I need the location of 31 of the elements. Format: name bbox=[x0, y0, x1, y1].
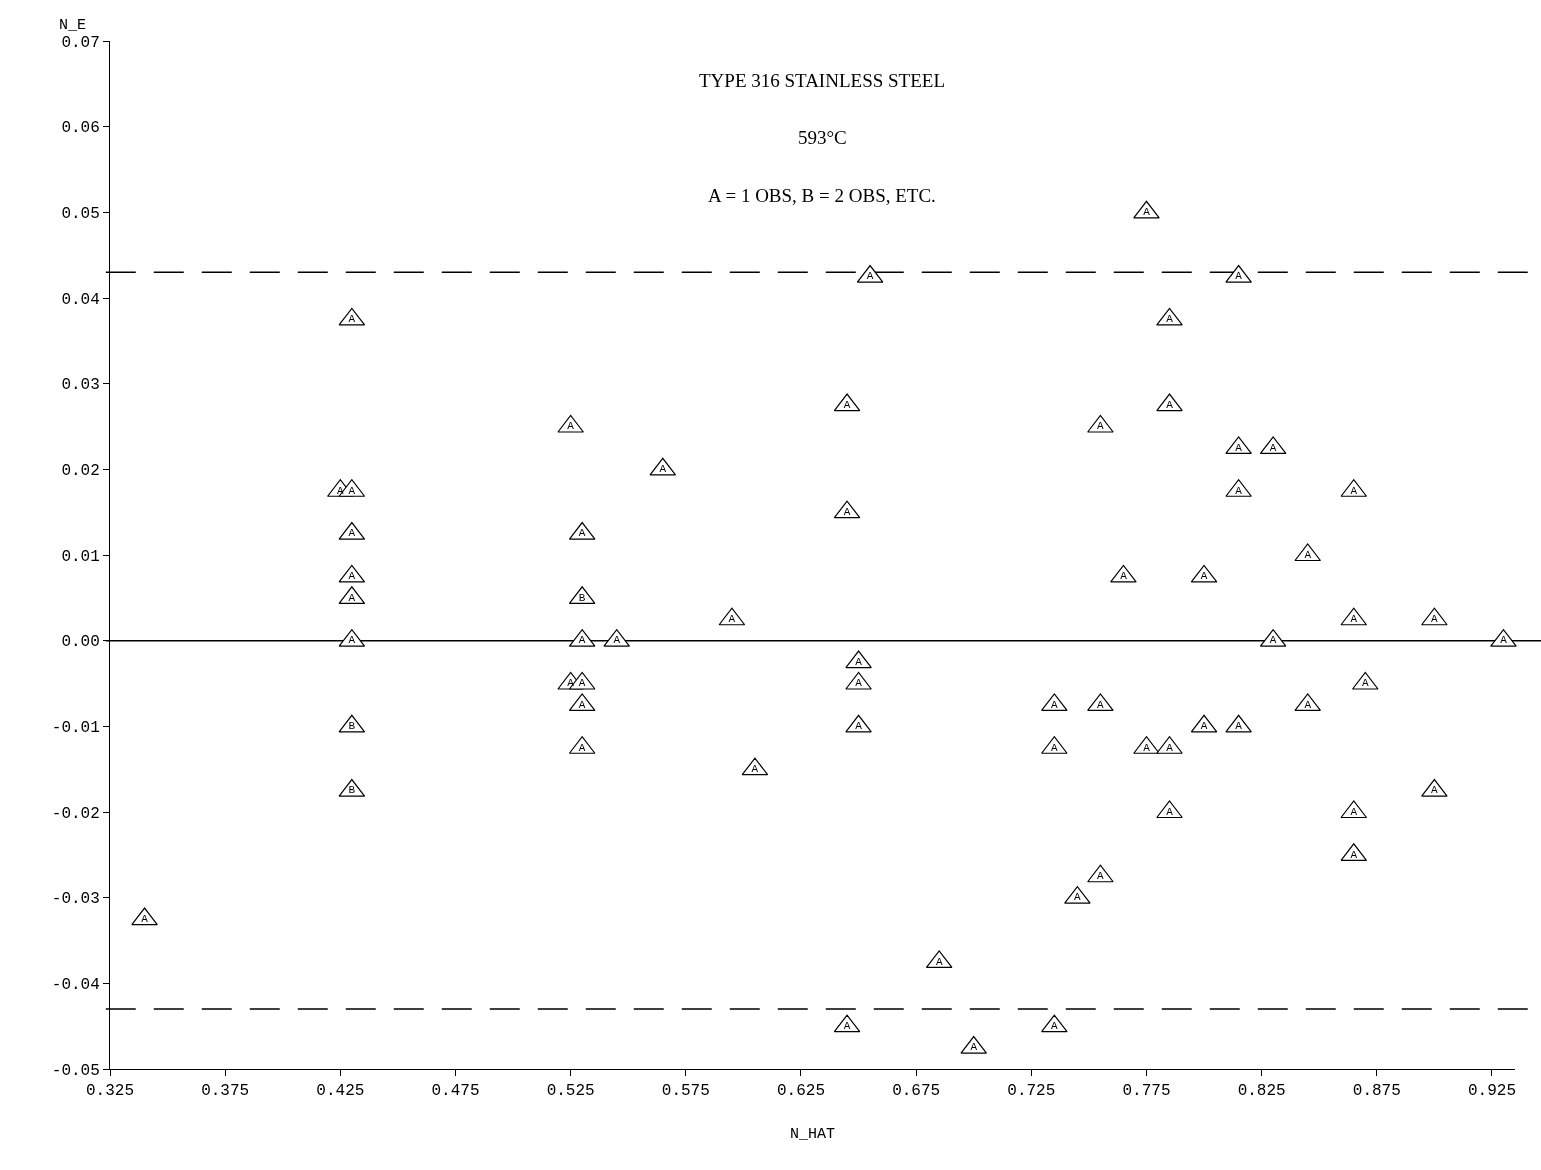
y-tick-label: 0.00 bbox=[61, 633, 100, 652]
y-tick-label: 0.01 bbox=[61, 547, 100, 566]
y-tick-label: 0.02 bbox=[61, 461, 100, 480]
y-tick-label: 0.06 bbox=[61, 119, 100, 138]
y-tick-label: 0.07 bbox=[61, 33, 100, 52]
x-tick-label: 0.775 bbox=[1122, 1082, 1171, 1101]
text: TYPE 316 STAINLESS STEEL bbox=[699, 70, 946, 91]
x-tick-label: 0.575 bbox=[661, 1082, 710, 1101]
y-axis-title: N_E bbox=[59, 17, 87, 34]
y-tick-label: 0.04 bbox=[61, 290, 100, 309]
text: 593°C bbox=[798, 127, 847, 148]
x-tick-label: 0.725 bbox=[1007, 1082, 1056, 1101]
y-tick-label: -0.02 bbox=[51, 804, 100, 823]
y-tick-label: -0.04 bbox=[51, 975, 100, 994]
x-tick-label: 0.475 bbox=[431, 1082, 480, 1101]
x-tick-label: 0.875 bbox=[1352, 1082, 1401, 1101]
y-tick-label: 0.03 bbox=[61, 376, 100, 395]
y-tick-label: 0.05 bbox=[61, 204, 100, 223]
x-tick-label: 0.425 bbox=[316, 1082, 365, 1101]
y-tick-label: -0.01 bbox=[51, 718, 100, 737]
x-tick-label: 0.825 bbox=[1237, 1082, 1286, 1101]
annotation: A = 1 OBS, B = 2 OBS, ETC. bbox=[708, 185, 936, 206]
x-tick-label: 0.375 bbox=[201, 1082, 250, 1101]
x-tick-label: 0.525 bbox=[546, 1082, 595, 1101]
y-tick-label: -0.03 bbox=[51, 890, 100, 909]
y-tick-label: -0.05 bbox=[51, 1061, 100, 1080]
x-tick-label: 0.325 bbox=[85, 1082, 135, 1101]
x-tick-label: 0.925 bbox=[1467, 1082, 1516, 1101]
x-tick-label: 0.625 bbox=[776, 1082, 825, 1101]
x-axis-title: N_HAT bbox=[789, 1126, 836, 1144]
x-tick-label: 0.675 bbox=[892, 1082, 941, 1101]
